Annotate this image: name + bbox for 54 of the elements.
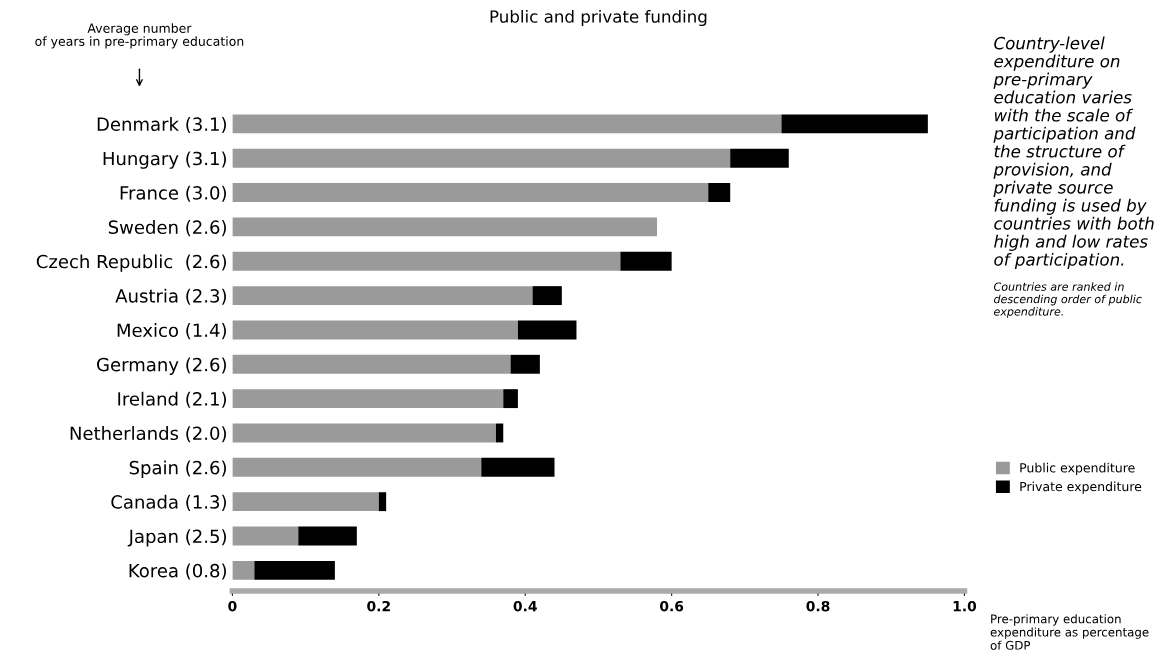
bar xyxy=(298,526,357,546)
bar xyxy=(232,286,533,306)
bar xyxy=(232,217,657,237)
y-tick-label: Mexico (1.4) xyxy=(117,323,226,340)
bar xyxy=(232,560,255,580)
bar xyxy=(532,286,562,306)
bar xyxy=(232,492,379,512)
y-tick-label: Netherlands (2.0) xyxy=(70,426,226,443)
bar xyxy=(730,148,789,168)
bar xyxy=(781,114,928,134)
y-tick-label: Spain (2.6) xyxy=(129,460,226,478)
bar xyxy=(232,526,299,546)
y-tick-label: Canada (1.3) xyxy=(111,494,226,511)
y-tick-label: Sweden (2.6) xyxy=(108,220,226,237)
y-tick-label: Hungary (3.1) xyxy=(103,151,226,169)
y-tick-label: Denmark (3.1) xyxy=(97,117,226,134)
bar xyxy=(232,148,731,168)
text: Countries are ranked in descending order of public expenditure. xyxy=(993,282,1142,318)
text: Average number of years in pre-primary education xyxy=(35,23,244,49)
y-tick-label: Korea (0.8) xyxy=(129,563,226,580)
x-tick-label: 0.6 xyxy=(660,600,684,612)
y-tick-label: France (3.0) xyxy=(120,185,226,202)
bar xyxy=(232,251,621,271)
bar xyxy=(232,423,496,443)
x-axis-title: Pre-primary education expenditure as percentage of GDP xyxy=(990,614,1149,650)
legend-label: Private expenditure xyxy=(1020,481,1142,494)
bar xyxy=(510,354,540,374)
bar xyxy=(254,560,335,580)
y-tick-label: Czech Republic (2.6) xyxy=(36,254,226,272)
bar xyxy=(481,457,555,477)
bar xyxy=(232,320,518,340)
x-tick-label: 0 xyxy=(228,600,237,612)
legend-label: Public expenditure xyxy=(1020,462,1135,475)
x-tick-label: 1.0 xyxy=(953,600,977,612)
bar xyxy=(232,389,504,409)
x-tick-label: 0.8 xyxy=(806,600,830,612)
bar xyxy=(620,251,672,271)
y-tick-label: Japan (2.5) xyxy=(127,529,226,547)
bar xyxy=(232,354,511,374)
bar xyxy=(232,183,709,202)
bar xyxy=(495,423,504,443)
bar xyxy=(708,183,731,202)
y-tick-label: Germany (2.6) xyxy=(97,357,226,375)
bar xyxy=(378,492,387,512)
text: Country-level expenditure on pre-primary education varies with the scale of participation and the structure of provision, and private source funding is used by countries with both high and low rates of participation. xyxy=(993,36,1154,270)
bar xyxy=(517,320,577,340)
y-tick-label: Austria (2.3) xyxy=(115,288,226,305)
x-tick-label: 0.4 xyxy=(513,600,537,612)
bar xyxy=(232,457,482,477)
bar xyxy=(503,389,518,409)
x-tick-label: 0.2 xyxy=(367,600,390,612)
bar xyxy=(232,114,782,134)
y-tick-label: Ireland (2.1) xyxy=(118,391,226,408)
chart-title: Public and private funding xyxy=(490,9,707,27)
